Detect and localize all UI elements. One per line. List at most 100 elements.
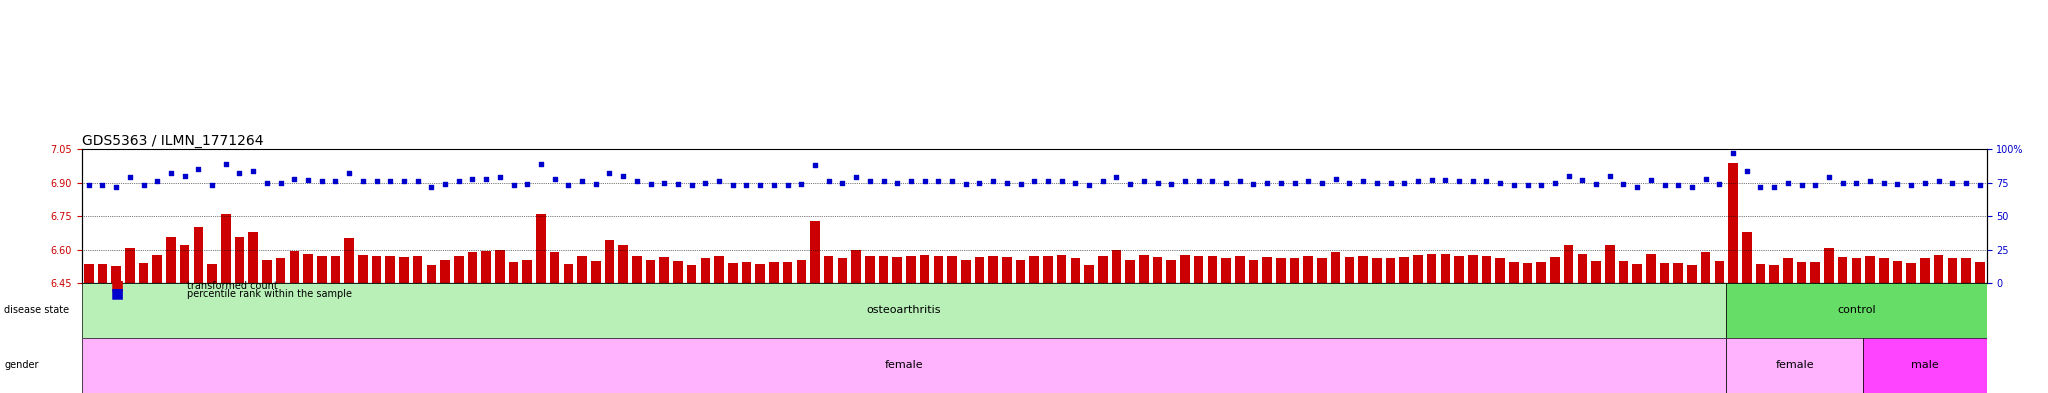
Bar — [399, 257, 410, 283]
Bar — [125, 248, 135, 283]
Point — [1307, 180, 1339, 186]
Bar — [645, 260, 655, 283]
Bar — [578, 256, 588, 283]
Bar — [1565, 245, 1573, 283]
Bar — [961, 260, 971, 283]
Point — [1360, 180, 1393, 186]
Bar — [934, 256, 944, 283]
Bar — [700, 259, 711, 283]
Point — [113, 174, 145, 180]
Point — [72, 182, 104, 189]
Point — [1935, 180, 1968, 186]
Point — [1018, 178, 1051, 185]
Point — [1100, 174, 1133, 180]
Bar — [373, 256, 381, 283]
Bar — [1440, 254, 1450, 283]
Point — [936, 178, 969, 185]
Bar — [1714, 261, 1724, 283]
Point — [1786, 182, 1819, 189]
Point — [1538, 180, 1571, 186]
Point — [1757, 184, 1790, 190]
Point — [1389, 180, 1421, 186]
Bar — [1276, 259, 1286, 283]
Bar — [1659, 263, 1669, 283]
FancyBboxPatch shape — [1726, 283, 1987, 338]
Point — [1661, 182, 1694, 189]
Point — [1044, 178, 1077, 185]
Point — [1085, 178, 1118, 185]
Point — [1292, 178, 1325, 185]
Point — [1114, 181, 1147, 187]
Point — [553, 182, 586, 189]
Bar — [1632, 264, 1642, 283]
Bar — [1743, 232, 1751, 283]
Bar — [1413, 255, 1423, 283]
Bar — [948, 256, 956, 283]
Bar — [756, 264, 766, 283]
Bar — [1153, 257, 1163, 283]
Point — [127, 182, 160, 189]
Point — [346, 178, 379, 185]
Bar — [852, 250, 860, 283]
Point — [457, 176, 489, 182]
Bar — [715, 256, 723, 283]
Bar — [905, 256, 915, 283]
Point — [866, 178, 899, 185]
Point — [1128, 178, 1161, 185]
Bar — [344, 239, 354, 283]
Bar — [358, 255, 369, 283]
Bar — [1290, 259, 1298, 283]
Point — [825, 180, 858, 186]
Bar — [1606, 245, 1614, 283]
Bar — [385, 256, 395, 283]
Point — [1634, 177, 1667, 183]
Text: GDS5363 / ILMN_1771264: GDS5363 / ILMN_1771264 — [82, 134, 264, 148]
Point — [1579, 181, 1612, 187]
Point — [1909, 180, 1942, 186]
Point — [250, 180, 283, 186]
Bar — [1673, 263, 1683, 283]
Bar — [1317, 259, 1327, 283]
Bar — [180, 245, 190, 283]
Point — [950, 181, 983, 187]
Bar — [1509, 262, 1520, 283]
Point — [360, 178, 393, 185]
Bar — [920, 255, 930, 283]
Point — [580, 181, 612, 187]
Point — [907, 178, 940, 185]
Point — [1745, 184, 1778, 190]
Bar — [1837, 257, 1847, 283]
Point — [168, 173, 201, 179]
Bar — [236, 237, 244, 283]
Bar — [811, 220, 819, 283]
Bar — [1948, 259, 1958, 283]
Bar — [770, 262, 778, 283]
Point — [1552, 173, 1585, 179]
Bar — [1468, 255, 1477, 283]
Bar — [1962, 259, 1970, 283]
Bar — [1550, 257, 1561, 283]
Bar — [1647, 254, 1655, 283]
Point — [1032, 178, 1065, 185]
Point — [1319, 176, 1352, 182]
Point — [1690, 176, 1722, 182]
Point — [854, 178, 887, 185]
Point — [1182, 178, 1214, 185]
Bar — [84, 264, 94, 283]
Point — [1196, 178, 1229, 185]
Point — [279, 176, 311, 182]
Bar — [1346, 257, 1354, 283]
FancyBboxPatch shape — [82, 283, 1726, 338]
Bar — [1577, 254, 1587, 283]
Point — [1210, 180, 1243, 186]
Point — [1620, 184, 1653, 190]
Point — [375, 178, 408, 185]
Point — [291, 177, 324, 183]
Bar — [195, 227, 203, 283]
Point — [238, 167, 270, 174]
Bar — [782, 262, 793, 283]
Bar — [1866, 256, 1874, 283]
Point — [1716, 150, 1749, 156]
Text: osteoarthritis: osteoarthritis — [866, 305, 942, 316]
Point — [840, 174, 872, 180]
